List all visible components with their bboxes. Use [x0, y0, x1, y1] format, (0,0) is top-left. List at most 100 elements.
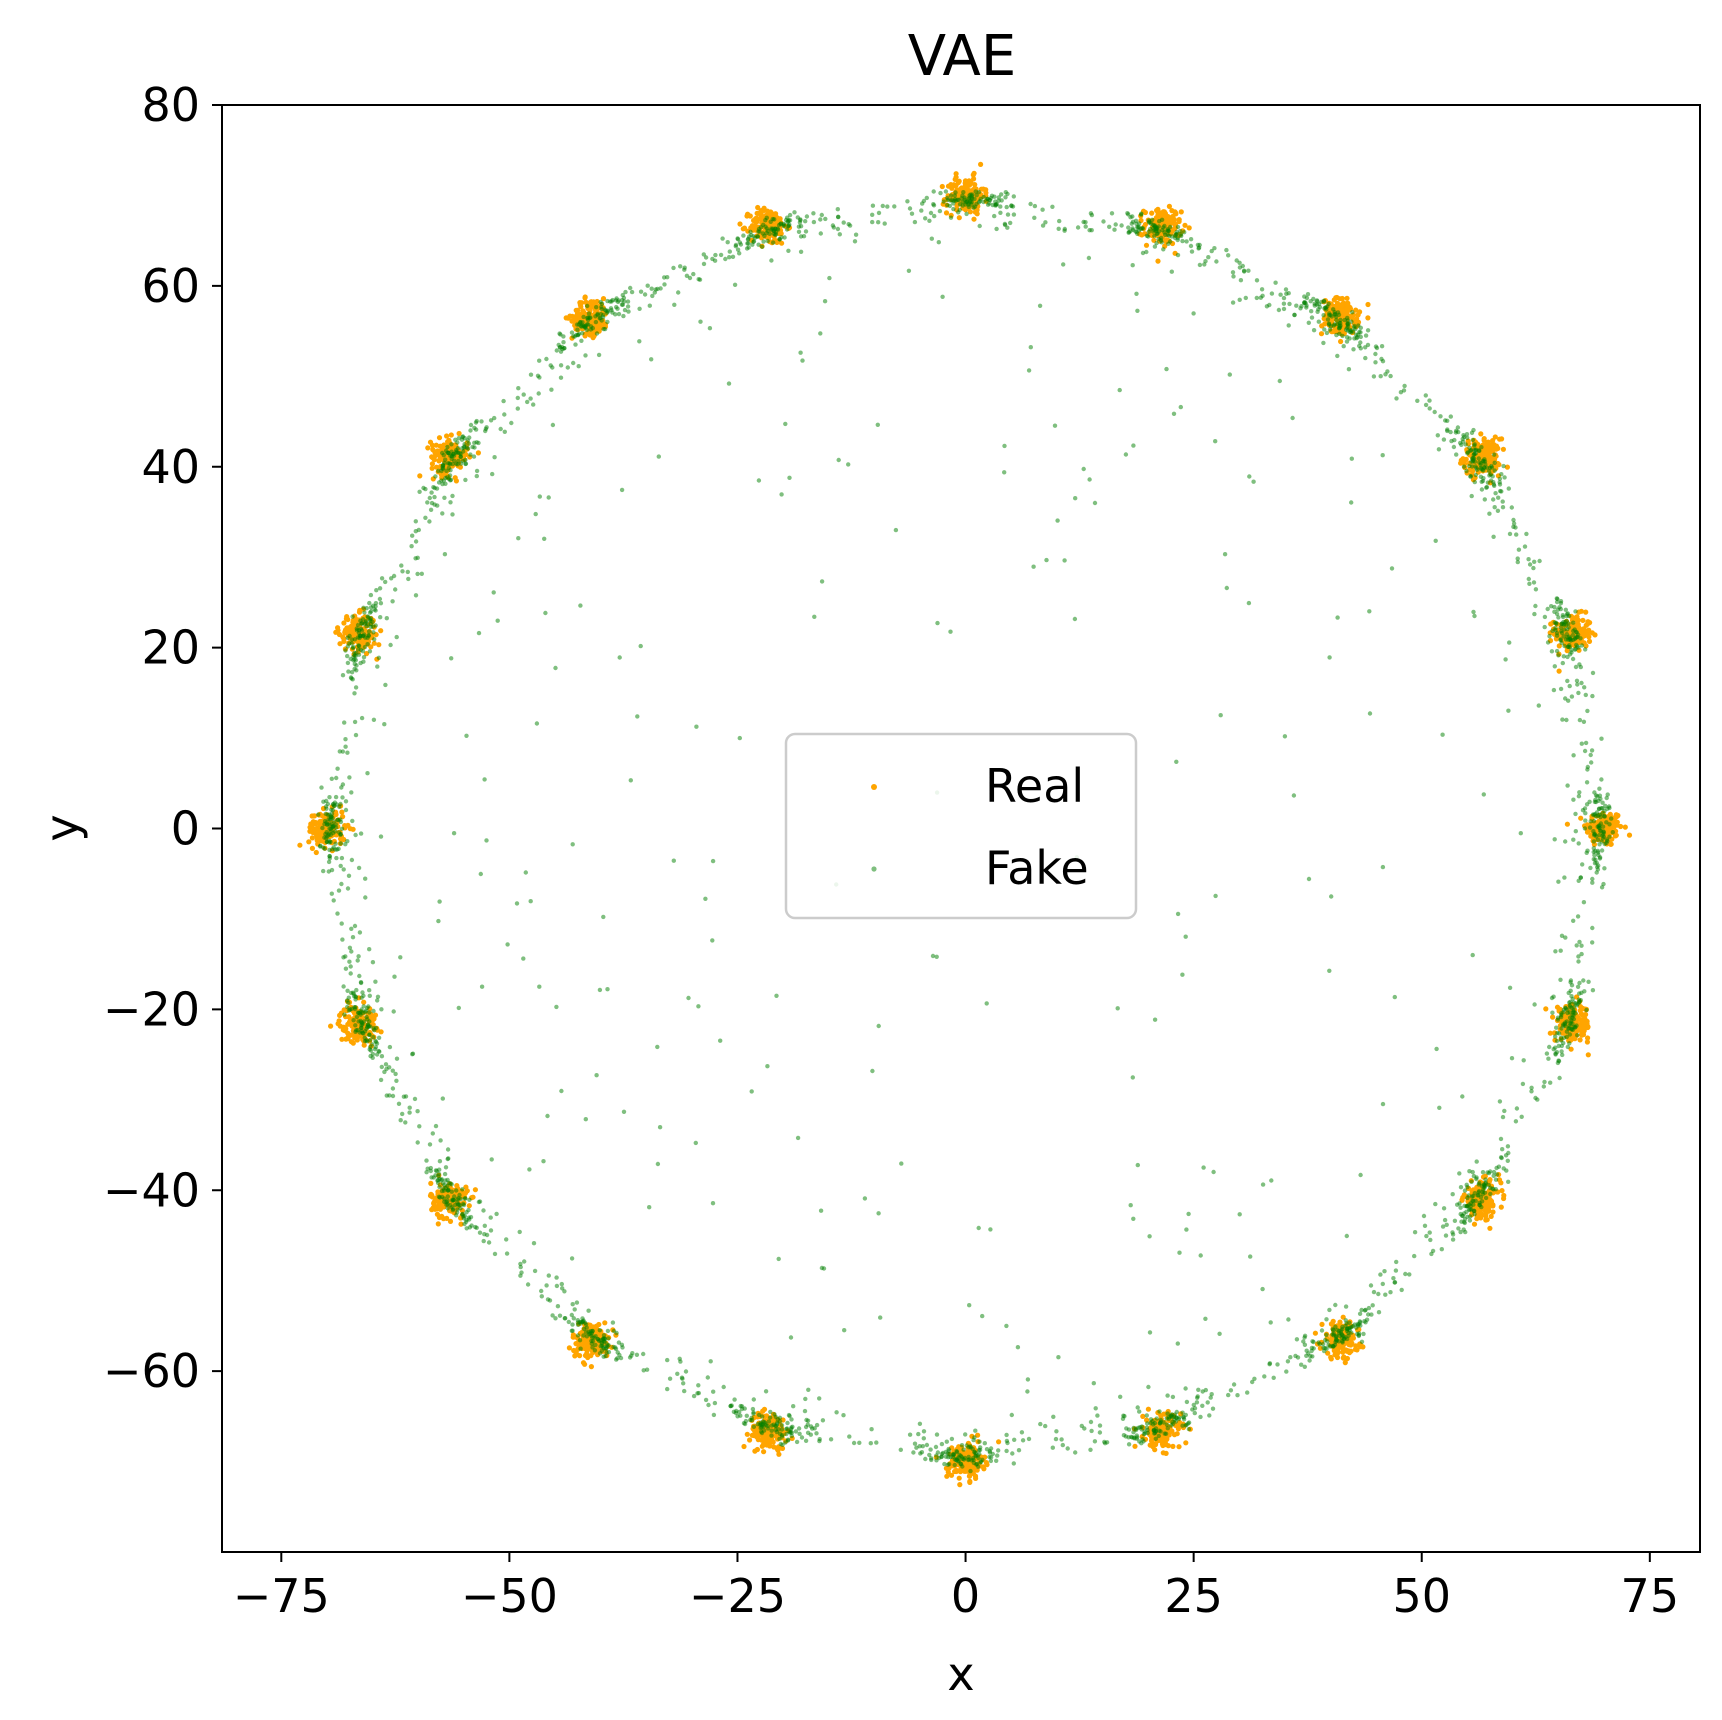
fake-point — [1161, 247, 1166, 252]
fake-point — [391, 1009, 396, 1014]
fake-point — [605, 1328, 611, 1334]
fake-point — [1564, 717, 1569, 723]
fake-point — [1338, 1328, 1344, 1333]
fake-point — [1607, 834, 1612, 839]
fake-point — [338, 863, 343, 869]
fake-point — [683, 1369, 689, 1374]
real-point — [956, 178, 962, 184]
real-point — [1169, 219, 1176, 225]
fake-point — [1499, 489, 1504, 494]
real-point — [600, 296, 607, 302]
fake-point — [349, 670, 355, 675]
real-point — [453, 478, 459, 484]
fake-point — [880, 203, 885, 209]
fake-point — [931, 189, 936, 194]
real-point — [1589, 630, 1595, 636]
real-point — [335, 627, 341, 633]
fake-point — [1133, 1426, 1139, 1431]
fake-point — [1427, 406, 1432, 411]
fake-point — [605, 308, 610, 313]
fake-point — [1376, 1310, 1382, 1315]
fake-point — [375, 664, 380, 669]
fake-point — [454, 1188, 459, 1193]
fake-point — [917, 1421, 923, 1427]
real-point — [432, 453, 438, 460]
fake-point — [764, 226, 770, 231]
real-point — [945, 1469, 951, 1475]
fake-point — [1228, 1388, 1234, 1393]
fake-point — [614, 1357, 619, 1362]
fake-point — [1599, 848, 1605, 853]
real-point — [981, 1466, 987, 1472]
fake-point — [1156, 1433, 1162, 1439]
fake-point — [1175, 224, 1181, 230]
fake-point — [441, 453, 446, 458]
fake-point — [1487, 465, 1493, 470]
fake-point — [353, 1029, 358, 1035]
real-point — [350, 1040, 356, 1046]
fake-point — [359, 995, 364, 1000]
real-point — [1142, 221, 1148, 228]
fake-point — [794, 1439, 800, 1445]
fake-point — [614, 304, 619, 310]
fake-point — [351, 1018, 356, 1023]
fake-point — [1190, 1407, 1195, 1412]
real-point — [964, 184, 970, 190]
fake-point — [967, 193, 972, 198]
fake-point — [1456, 1226, 1461, 1231]
fake-point — [671, 265, 676, 271]
fake-point — [1460, 436, 1465, 442]
fake-point — [1452, 1218, 1458, 1224]
fake-point — [996, 1448, 1001, 1453]
fake-point — [465, 438, 470, 443]
fake-point — [1333, 1339, 1338, 1345]
fake-point — [498, 426, 503, 432]
fake-point — [788, 1429, 793, 1434]
fake-point — [455, 462, 460, 467]
fake-point — [373, 601, 379, 606]
fake-point — [371, 630, 376, 635]
real-point — [1176, 217, 1182, 223]
fake-point — [954, 1457, 959, 1463]
fake-point — [325, 822, 330, 827]
fake-point — [958, 1461, 963, 1466]
fake-point — [324, 830, 329, 835]
fake-point — [1480, 1187, 1486, 1193]
fake-point — [628, 285, 633, 291]
fake-point — [977, 199, 983, 204]
fake-point — [1561, 619, 1566, 625]
fake-point — [1589, 760, 1594, 765]
fake-point — [921, 198, 927, 204]
fake-point — [756, 226, 762, 232]
fake-point — [345, 653, 350, 659]
fake-point — [437, 1176, 442, 1182]
real-point — [1498, 1204, 1504, 1210]
real-point — [1500, 446, 1506, 452]
fake-point — [1011, 194, 1016, 199]
fake-point — [1597, 856, 1603, 861]
fake-point — [361, 655, 367, 660]
real-point — [582, 1361, 588, 1367]
fake-point — [1352, 1322, 1357, 1327]
fake-point — [537, 358, 542, 363]
fake-point — [581, 1333, 586, 1338]
fake-point — [448, 477, 454, 482]
real-point — [306, 839, 312, 845]
fake-point — [1162, 1431, 1167, 1436]
fake-point — [1488, 1191, 1493, 1197]
fake-point — [1584, 1007, 1589, 1013]
real-point — [1584, 1039, 1590, 1045]
fake-point — [1590, 693, 1595, 699]
fake-point — [372, 607, 377, 612]
fake-point — [749, 1417, 755, 1423]
fake-point — [362, 610, 367, 615]
fake-point — [1464, 432, 1470, 437]
real-point — [971, 216, 977, 222]
real-point — [1556, 668, 1562, 674]
fake-point — [1506, 1179, 1511, 1185]
fake-point — [1576, 841, 1581, 846]
fake-point — [1575, 644, 1580, 649]
fake-point — [1210, 1406, 1216, 1411]
fake-point — [1573, 664, 1579, 670]
real-point — [345, 616, 351, 623]
